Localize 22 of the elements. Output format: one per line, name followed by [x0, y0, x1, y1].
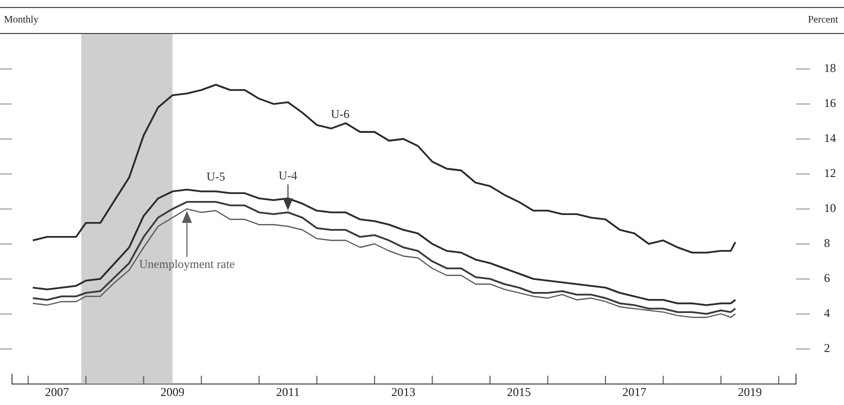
- y-axis-title: Percent: [808, 14, 838, 26]
- series-label: U-6: [330, 107, 350, 122]
- y-tick-label: 14: [824, 131, 836, 146]
- x-tick-label: 2015: [506, 385, 531, 400]
- y-tick-label: 6: [824, 271, 830, 286]
- series-label: U-5: [206, 170, 226, 184]
- series-label: Unemployment rate: [139, 257, 235, 272]
- y-tick-label: 16: [824, 96, 836, 110]
- x-tick-label: 2019: [738, 385, 762, 400]
- x-tick-label: 2017: [622, 385, 646, 400]
- text: U-4: [278, 168, 298, 183]
- x-tick-label: 2009: [160, 385, 184, 400]
- x-tick-label: 2013: [391, 385, 416, 400]
- y-tick-label: 2: [824, 340, 830, 355]
- y-tick-label: 12: [824, 166, 836, 180]
- y-tick-label: 18: [824, 61, 836, 76]
- text: Monthly: [4, 14, 38, 26]
- y-tick-label: 8: [824, 236, 830, 250]
- y-tick-label: 4: [824, 306, 830, 320]
- x-tick-label: 2011: [276, 385, 300, 400]
- x-tick-label: 2007: [45, 385, 70, 400]
- y-tick-label: 10: [824, 201, 836, 216]
